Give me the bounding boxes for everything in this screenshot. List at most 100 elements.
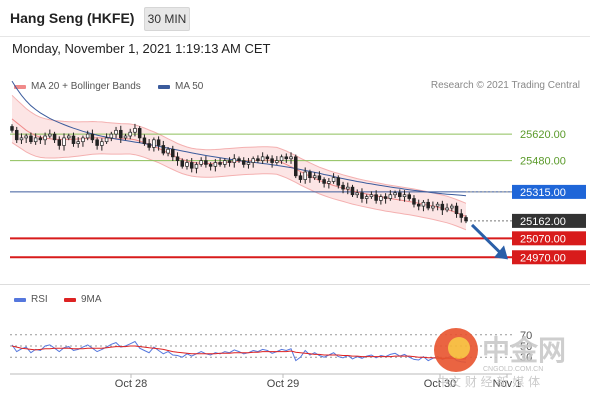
candle-body xyxy=(374,194,378,201)
rsi-ma9-line xyxy=(11,345,466,360)
ma9-label: 9MA xyxy=(81,294,102,305)
candle-body xyxy=(57,139,62,146)
candle-body xyxy=(350,186,355,196)
candle-body xyxy=(199,160,203,165)
rsi-swatch xyxy=(14,297,26,302)
candle-body xyxy=(322,179,326,184)
watermark-url: CNGOLD.COM.CN xyxy=(483,366,543,373)
candle-body xyxy=(431,205,435,209)
candle-body xyxy=(62,137,66,146)
candle-body xyxy=(48,133,52,137)
candle-body xyxy=(279,156,284,161)
candle-body xyxy=(355,192,359,196)
candle-body xyxy=(218,162,222,165)
ma20-label: MA 20 + Bollinger Bands xyxy=(31,81,141,92)
level-label-0: 25620.00 xyxy=(520,129,566,141)
candle-body xyxy=(303,171,307,180)
x-tick-label-2: Oct 30 xyxy=(424,378,456,390)
candle-body xyxy=(336,177,341,186)
timeframe-button[interactable]: 30 MIN xyxy=(144,7,190,31)
candle-body xyxy=(270,158,274,163)
candle-body xyxy=(260,156,265,161)
candle-body xyxy=(180,160,185,167)
candle-body xyxy=(379,196,383,201)
legend-ma50: MA 50 xyxy=(158,81,203,92)
candle-body xyxy=(246,162,251,165)
candle-body xyxy=(128,131,132,137)
rsi-level-label-0: 70 xyxy=(520,330,532,342)
rsi-level-label-1: 50 xyxy=(520,341,532,353)
ma9-swatch xyxy=(64,297,76,302)
candle-body xyxy=(76,141,80,144)
candle-body xyxy=(90,133,95,141)
candle-body xyxy=(331,177,336,182)
candle-body xyxy=(459,213,464,218)
watermark-tagline: 中文 财 经 新 媒 体 xyxy=(437,374,540,389)
candle-body xyxy=(123,135,128,139)
candle-body xyxy=(421,201,426,207)
candle-body xyxy=(317,175,322,180)
candle-body xyxy=(308,171,312,179)
panel-separator xyxy=(0,284,590,285)
candle-body xyxy=(156,139,161,146)
candle-body xyxy=(81,137,85,143)
candle-body xyxy=(388,194,393,199)
candle-body xyxy=(166,148,170,154)
bollinger-upper xyxy=(11,94,467,204)
candle-body xyxy=(435,203,440,207)
candle-body xyxy=(33,137,38,143)
level-label-4: 25070.00 xyxy=(520,233,566,245)
candle-body xyxy=(383,196,388,199)
rsi-line xyxy=(11,340,467,363)
candle-body xyxy=(223,160,227,165)
candle-body xyxy=(100,141,104,146)
candle-body xyxy=(175,156,180,161)
candle-body xyxy=(104,137,109,143)
legend-rsi: RSI xyxy=(14,294,48,305)
x-tick-label-0: Oct 28 xyxy=(115,378,147,390)
candle-body xyxy=(445,207,449,211)
watermark-logo-inner xyxy=(448,337,470,359)
candle-body xyxy=(161,145,166,154)
level-label-2: 25315.00 xyxy=(520,187,566,199)
candle-body xyxy=(10,126,14,131)
level-label-3: 25162.00 xyxy=(520,216,566,228)
candle-body xyxy=(171,148,175,158)
candle-body xyxy=(256,158,260,161)
candle-body xyxy=(454,205,459,215)
candle-body xyxy=(227,160,232,163)
candle-body xyxy=(85,133,90,139)
legend-ma9: 9MA xyxy=(64,294,102,305)
candle-body xyxy=(426,201,430,209)
candle-body xyxy=(147,143,151,148)
candle-body xyxy=(398,192,402,197)
projection-arrow-shaft xyxy=(470,223,504,256)
candle-body xyxy=(284,156,289,160)
level-label-5: 24970.00 xyxy=(520,252,566,264)
level-badge-2 xyxy=(512,184,586,199)
candle-body xyxy=(364,196,369,199)
candle-body xyxy=(142,137,147,144)
candle-body xyxy=(38,137,43,141)
datetime-label: Monday, November 1, 2021 1:19:13 AM CET xyxy=(12,41,271,56)
candle-body xyxy=(289,156,293,160)
watermark-brand: 中金网 xyxy=(482,334,566,367)
instrument-title: Hang Seng (HKFE) xyxy=(10,10,135,26)
candle-body xyxy=(152,139,156,148)
rsi-level-label-2: 30 xyxy=(520,352,532,364)
candle-body xyxy=(213,162,218,167)
candle-body xyxy=(369,194,374,197)
candle-body xyxy=(194,164,199,169)
candle-body xyxy=(346,186,350,190)
candle-body xyxy=(407,194,412,199)
candle-body xyxy=(24,135,28,139)
x-tick-label-1: Oct 29 xyxy=(267,378,299,390)
candle-body xyxy=(237,158,241,161)
level-badge-4 xyxy=(512,231,586,246)
candle-body xyxy=(95,139,99,146)
candle-body xyxy=(185,162,189,167)
level-badge-5 xyxy=(512,250,586,265)
candle-body xyxy=(71,135,76,144)
